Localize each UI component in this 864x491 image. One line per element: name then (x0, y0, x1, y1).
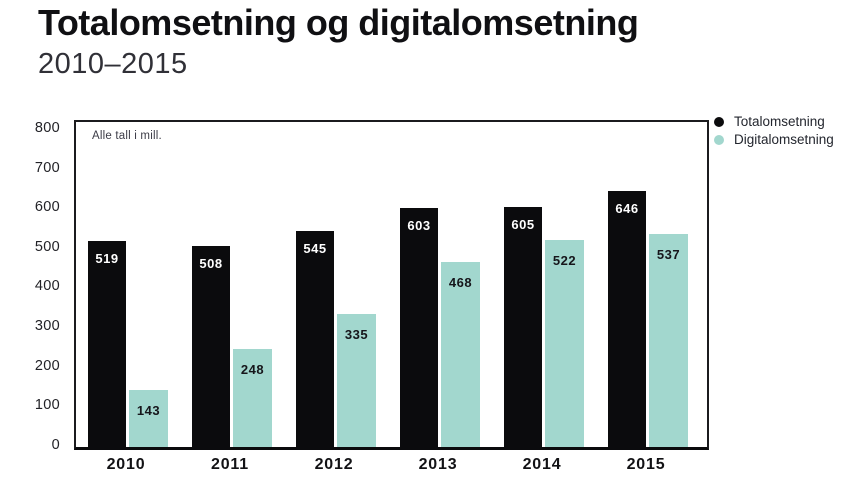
bar-digitalomsetning-2014: 522 (545, 240, 584, 447)
bar-value-label: 248 (240, 362, 265, 377)
y-tick-label: 400 (34, 278, 60, 294)
x-tick-label-2010: 2010 (106, 456, 146, 473)
y-tick-label: 600 (34, 199, 60, 215)
bar-totalomsetning-2012: 545 (296, 231, 334, 447)
bar-value-label: 522 (552, 253, 577, 268)
bar-value-label: 537 (656, 247, 681, 262)
bar-totalomsetning-2013: 603 (400, 208, 438, 447)
bar-value-label: 519 (95, 251, 119, 266)
x-tick-label-2012: 2012 (314, 456, 354, 473)
x-tick-label-2014: 2014 (522, 456, 562, 473)
bar-value-label: 545 (303, 241, 327, 256)
y-tick-label: 300 (34, 318, 60, 334)
y-tick-label: 800 (34, 120, 60, 136)
plot-area: Alle tall i mill. 519 143 508 248 545 335 603 4… (74, 120, 709, 450)
bar-digitalomsetning-2011: 248 (233, 349, 272, 447)
bar-value-label: 605 (511, 217, 535, 232)
bar-totalomsetning-2011: 508 (192, 246, 230, 447)
bar-digitalomsetning-2010: 143 (129, 390, 168, 447)
bar-value-label: 335 (344, 327, 369, 342)
y-tick-label: 200 (34, 358, 60, 374)
y-tick-label: 100 (34, 397, 60, 413)
legend-item-totalomsetning: Totalomsetning (714, 114, 834, 129)
legend-item-digitalomsetning: Digitalomsetning (714, 132, 834, 147)
bar-value-label: 646 (615, 201, 639, 216)
legend-label: Totalomsetning (734, 114, 825, 129)
y-tick-label: 700 (34, 160, 60, 176)
legend: Totalomsetning Digitalomsetning (714, 114, 834, 147)
x-tick-label-2013: 2013 (418, 456, 458, 473)
y-tick-label: 0 (51, 437, 60, 453)
legend-dot-icon (714, 134, 724, 145)
bar-value-label: 508 (199, 256, 223, 271)
x-tick-label-2015: 2015 (626, 456, 666, 473)
bar-totalomsetning-2014: 605 (504, 207, 542, 447)
chart-subtitle: 2010–2015 (38, 48, 188, 80)
bars-layer: Alle tall i mill. 519 143 508 248 545 335 603 4… (76, 122, 707, 447)
legend-dot-icon (714, 116, 724, 127)
bar-digitalomsetning-2012: 335 (337, 314, 376, 447)
units-annotation: Alle tall i mill. (92, 130, 162, 142)
x-tick-label-2011: 2011 (211, 456, 249, 473)
bar-totalomsetning-2015: 646 (608, 191, 646, 447)
bar-value-label: 603 (407, 218, 431, 233)
chart-title: Totalomsetning og digitalomsetning (38, 2, 639, 43)
bar-digitalomsetning-2015: 537 (649, 234, 688, 447)
legend-label: Digitalomsetning (734, 132, 834, 147)
bar-value-label: 468 (448, 275, 473, 290)
bar-value-label: 143 (136, 403, 161, 418)
bar-totalomsetning-2010: 519 (88, 241, 126, 447)
bar-digitalomsetning-2013: 468 (441, 262, 480, 447)
y-tick-label: 500 (34, 239, 60, 255)
